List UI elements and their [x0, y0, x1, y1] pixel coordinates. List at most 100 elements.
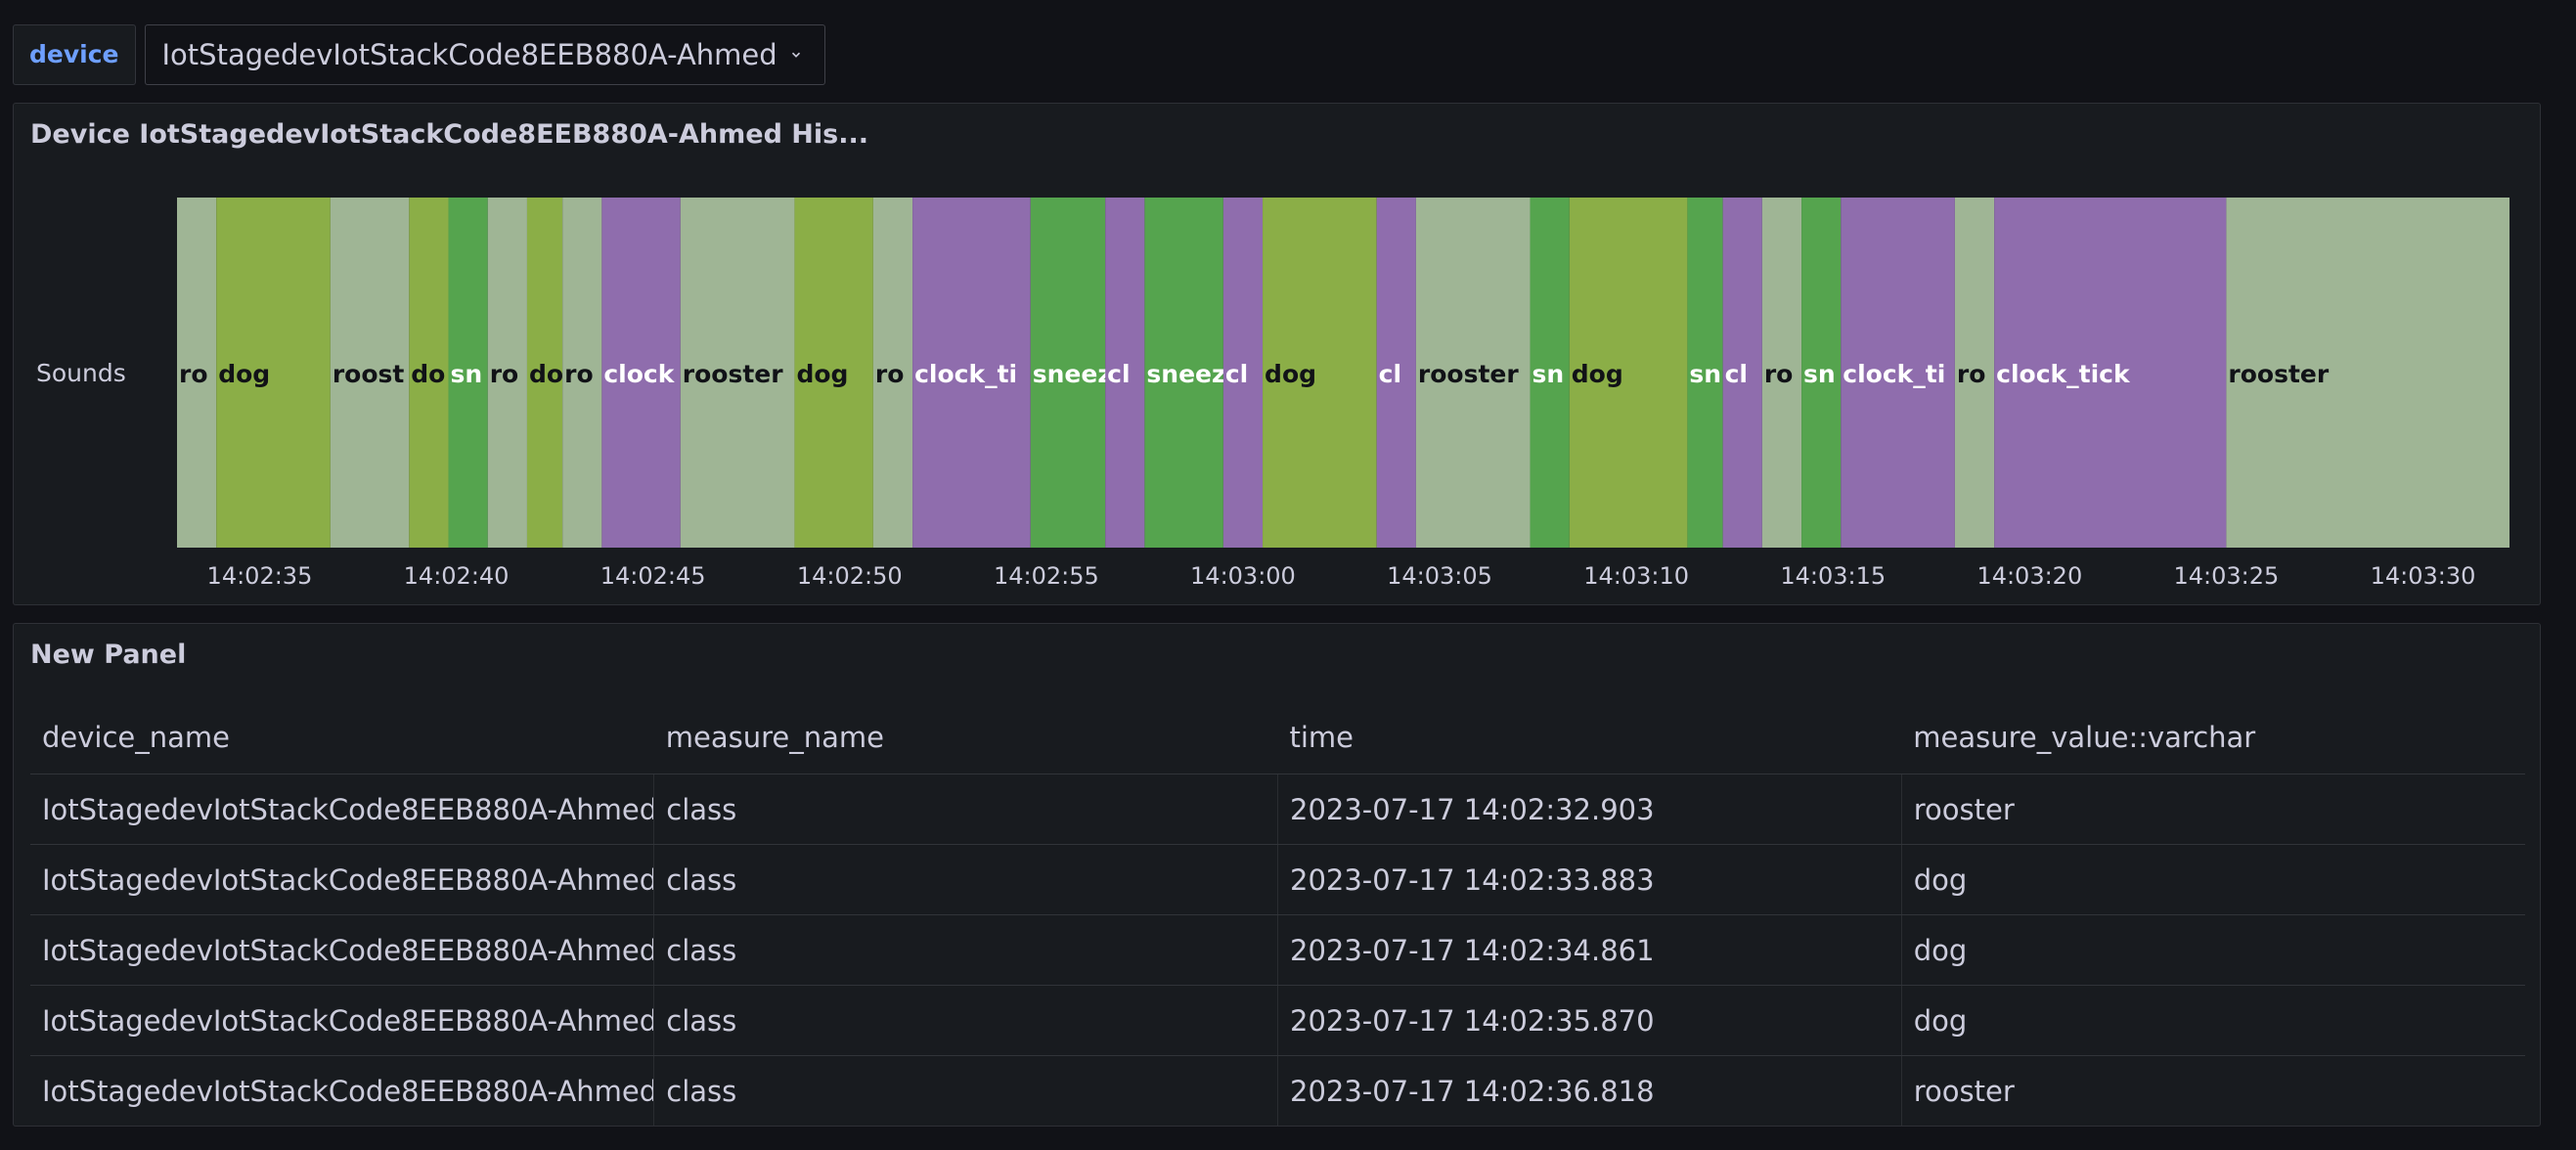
- state-segment-rooster[interactable]: [680, 198, 795, 548]
- panel-title[interactable]: New Panel: [30, 640, 187, 670]
- column-header-device-name[interactable]: device_name: [30, 700, 654, 774]
- segment-label: ro: [1957, 360, 1986, 388]
- segment-label: ro: [1764, 360, 1794, 388]
- column-header-measure-name[interactable]: measure_name: [653, 700, 1278, 774]
- segment-label: do: [411, 360, 445, 388]
- chevron-down-icon: [791, 52, 800, 58]
- state-segment-rooster[interactable]: [1954, 198, 1995, 548]
- state-segment-clock-tick[interactable]: [1994, 198, 2227, 548]
- segment-label: dog: [218, 360, 270, 388]
- state-segment-rooster[interactable]: [2226, 198, 2509, 548]
- segment-label: cl: [1725, 360, 1748, 388]
- table-panel: New Panel device_name measure_name time mea…: [13, 623, 2541, 1127]
- table-row: IotStagedevIotStackCode8EEB880A-Ahmed cla…: [30, 1055, 2525, 1126]
- segment-label: clock_tick: [1996, 360, 2131, 388]
- table-cell: 2023-07-17 14:02:32.903: [1277, 774, 1902, 845]
- x-tick-label: 14:03:30: [2371, 562, 2476, 590]
- table-cell: rooster: [1900, 1055, 2525, 1126]
- state-segment-dog[interactable]: [526, 198, 563, 548]
- table-cell: IotStagedevIotStackCode8EEB880A-Ahmed: [30, 985, 654, 1056]
- segment-label: dog: [1572, 360, 1623, 388]
- table-cell: rooster: [1900, 774, 2525, 845]
- table-header-row: device_name measure_name time measure_value…: [30, 700, 2525, 774]
- table-cell: 2023-07-17 14:02:36.818: [1277, 1055, 1902, 1126]
- state-segment-rooster[interactable]: [872, 198, 913, 548]
- state-segment-rooster[interactable]: [1415, 198, 1531, 548]
- data-table: device_name measure_name time measure_value…: [30, 700, 2525, 1126]
- column-header-time[interactable]: time: [1277, 700, 1902, 774]
- table-row: IotStagedevIotStackCode8EEB880A-Ahmed cla…: [30, 985, 2525, 1056]
- table-cell: IotStagedevIotStackCode8EEB880A-Ahmed: [30, 774, 654, 845]
- table-cell: dog: [1900, 914, 2525, 986]
- segment-label: dog: [1265, 360, 1316, 388]
- table-cell: class: [653, 914, 1278, 986]
- x-tick-label: 14:02:45: [600, 562, 706, 590]
- segment-label: sneez: [1146, 360, 1225, 388]
- state-segment-rooster[interactable]: [177, 198, 217, 548]
- device-select[interactable]: IotStagedevIotStackCode8EEB880A-Ahmed: [144, 24, 825, 85]
- segment-label: sn: [1803, 360, 1836, 388]
- state-segment-sneeze[interactable]: [1030, 198, 1106, 548]
- x-tick-label: 14:02:40: [404, 562, 510, 590]
- x-tick-label: 14:03:20: [1976, 562, 2082, 590]
- state-segment-sneeze[interactable]: [1687, 198, 1723, 548]
- segment-label: ro: [564, 360, 594, 388]
- table-cell: IotStagedevIotStackCode8EEB880A-Ahmed: [30, 844, 654, 915]
- segment-label: sneez: [1033, 360, 1112, 388]
- device-select-value: IotStagedevIotStackCode8EEB880A-Ahmed: [161, 38, 777, 71]
- table-cell: class: [653, 1055, 1278, 1126]
- segment-label: ro: [490, 360, 519, 388]
- segment-label: do: [529, 360, 563, 388]
- segment-label: rooster: [2228, 360, 2329, 388]
- table-cell: IotStagedevIotStackCode8EEB880A-Ahmed: [30, 914, 654, 986]
- segment-label: cl: [1107, 360, 1130, 388]
- segment-label: ro: [875, 360, 905, 388]
- state-segment-rooster[interactable]: [487, 198, 527, 548]
- state-segment-rooster[interactable]: [330, 198, 410, 548]
- state-segment-sneeze[interactable]: [1530, 198, 1570, 548]
- state-segment-rooster[interactable]: [562, 198, 602, 548]
- segment-label: clock_ti: [914, 360, 1017, 388]
- segment-label: rooster: [1418, 360, 1519, 388]
- segment-label: ro: [179, 360, 208, 388]
- segment-label: clock: [603, 360, 675, 388]
- state-segment-dog[interactable]: [409, 198, 449, 548]
- state-segment-clock-tick[interactable]: [1376, 198, 1416, 548]
- x-tick-label: 14:03:15: [1780, 562, 1886, 590]
- x-tick-label: 14:03:00: [1190, 562, 1296, 590]
- state-segment-dog[interactable]: [216, 198, 331, 548]
- state-segment-dog[interactable]: [1569, 198, 1688, 548]
- state-timeline-chart: Sounds ro dog roost do sn ro do ro clock rooster do…: [36, 198, 2509, 590]
- state-segment-dog[interactable]: [1263, 198, 1377, 548]
- table-row: IotStagedevIotStackCode8EEB880A-Ahmed cla…: [30, 774, 2525, 845]
- table-row: IotStagedevIotStackCode8EEB880A-Ahmed cla…: [30, 914, 2525, 986]
- state-segment-dog[interactable]: [794, 198, 873, 548]
- table-cell: class: [653, 985, 1278, 1056]
- variable-label: device: [13, 24, 136, 85]
- x-tick-label: 14:02:50: [797, 562, 903, 590]
- column-header-measure-value-varchar[interactable]: measure_value::varchar: [1901, 700, 2525, 774]
- state-segment-clock-tick[interactable]: [1222, 198, 1264, 548]
- row-label: Sounds: [36, 359, 126, 387]
- segment-label: sn: [451, 360, 483, 388]
- state-segment-clock-tick[interactable]: [1722, 198, 1762, 548]
- table-cell: dog: [1900, 985, 2525, 1056]
- state-segment-clock-tick[interactable]: [912, 198, 1031, 548]
- state-segment-clock-tick[interactable]: [601, 198, 681, 548]
- table-cell: dog: [1900, 844, 2525, 915]
- state-segment-sneeze[interactable]: [448, 198, 488, 548]
- state-segment-clock-tick[interactable]: [1105, 198, 1145, 548]
- table-cell: 2023-07-17 14:02:35.870: [1277, 985, 1902, 1056]
- segment-label: rooster: [683, 360, 783, 388]
- state-segment-sneeze[interactable]: [1144, 198, 1223, 548]
- table-cell: 2023-07-17 14:02:33.883: [1277, 844, 1902, 915]
- segment-label: cl: [1225, 360, 1248, 388]
- state-segment-clock-tick[interactable]: [1841, 198, 1955, 548]
- state-segment-sneeze[interactable]: [1801, 198, 1842, 548]
- state-segment-rooster[interactable]: [1761, 198, 1802, 548]
- panel-title[interactable]: Device IotStagedevIotStackCode8EEB880A-A…: [30, 119, 868, 150]
- table-cell: 2023-07-17 14:02:34.861: [1277, 914, 1902, 986]
- x-tick-label: 14:03:25: [2174, 562, 2280, 590]
- x-tick-label: 14:03:05: [1387, 562, 1492, 590]
- variable-bar: device IotStagedevIotStackCode8EEB880A-A…: [13, 24, 825, 85]
